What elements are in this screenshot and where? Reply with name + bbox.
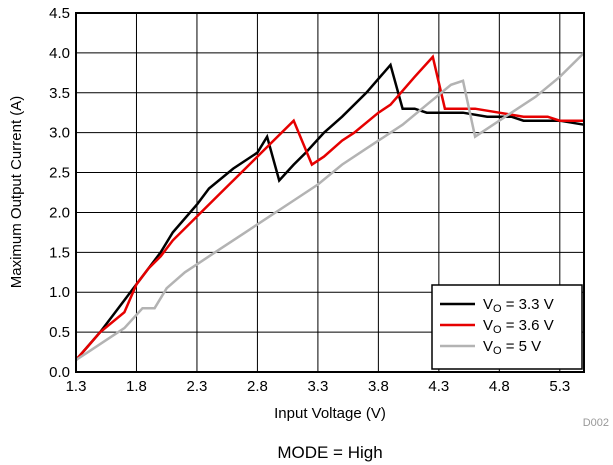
legend: VO = 3.3 VVO = 3.6 VVO = 5 V	[431, 284, 583, 370]
x-tick-label: 1.3	[66, 378, 87, 395]
x-tick-label: 3.8	[368, 378, 389, 395]
x-tick-label: 5.3	[549, 378, 570, 395]
legend-label-rest: = 3.6 V	[502, 317, 554, 334]
series-line-3	[75, 52, 585, 362]
legend-label-sub: O	[493, 303, 502, 315]
y-tick-label: 3.5	[49, 85, 70, 102]
legend-label-main: V	[483, 338, 493, 355]
y-tick-label: 2.0	[49, 204, 70, 221]
legend-label-sub: O	[493, 324, 502, 336]
x-tick-label: 3.3	[307, 378, 328, 395]
series-line-1	[75, 62, 585, 361]
legend-label-rest: = 3.3 V	[502, 296, 554, 313]
legend-label-2: VO = 3.6 V	[483, 317, 554, 336]
legend-box	[431, 284, 583, 370]
chart-caption: MODE = High	[277, 443, 382, 462]
legend-label-sub: O	[493, 345, 502, 357]
legend-label-3: VO = 5 V	[483, 338, 541, 357]
data-series	[75, 52, 585, 362]
y-tick-label: 0.0	[49, 364, 70, 381]
legend-label-main: V	[483, 296, 493, 313]
y-axis-title: Maximum Output Current (A)	[8, 96, 25, 289]
y-tick-label: 4.5	[49, 5, 70, 22]
x-tick-label: 4.8	[489, 378, 510, 395]
y-tick-label: 0.5	[49, 324, 70, 341]
y-tick-label: 2.5	[49, 165, 70, 182]
plot-frame	[75, 12, 585, 373]
x-tick-labels: 1.3 1.8 2.3 2.8 3.3 3.8 4.3 4.8 5.3	[66, 378, 571, 395]
legend-label-rest: = 5 V	[502, 338, 542, 355]
x-tick-label: 1.8	[126, 378, 147, 395]
figure-id: D002	[583, 417, 609, 429]
y-tick-label: 1.5	[49, 244, 70, 261]
y-tick-label: 1.0	[49, 284, 70, 301]
x-axis-title: Input Voltage (V)	[274, 405, 386, 422]
x-tick-label: 2.8	[247, 378, 268, 395]
legend-label-1: VO = 3.3 V	[483, 296, 554, 315]
y-tick-label: 4.0	[49, 45, 70, 62]
x-tick-label: 2.3	[187, 378, 208, 395]
y-tick-label: 3.0	[49, 125, 70, 142]
series-line-2	[75, 54, 584, 361]
x-tick-label: 4.3	[428, 378, 449, 395]
legend-label-main: V	[483, 317, 493, 334]
y-tick-labels: 0.0 0.5 1.0 1.5 2.0 2.5 3.0 3.5 4.0 4.5	[49, 5, 70, 381]
